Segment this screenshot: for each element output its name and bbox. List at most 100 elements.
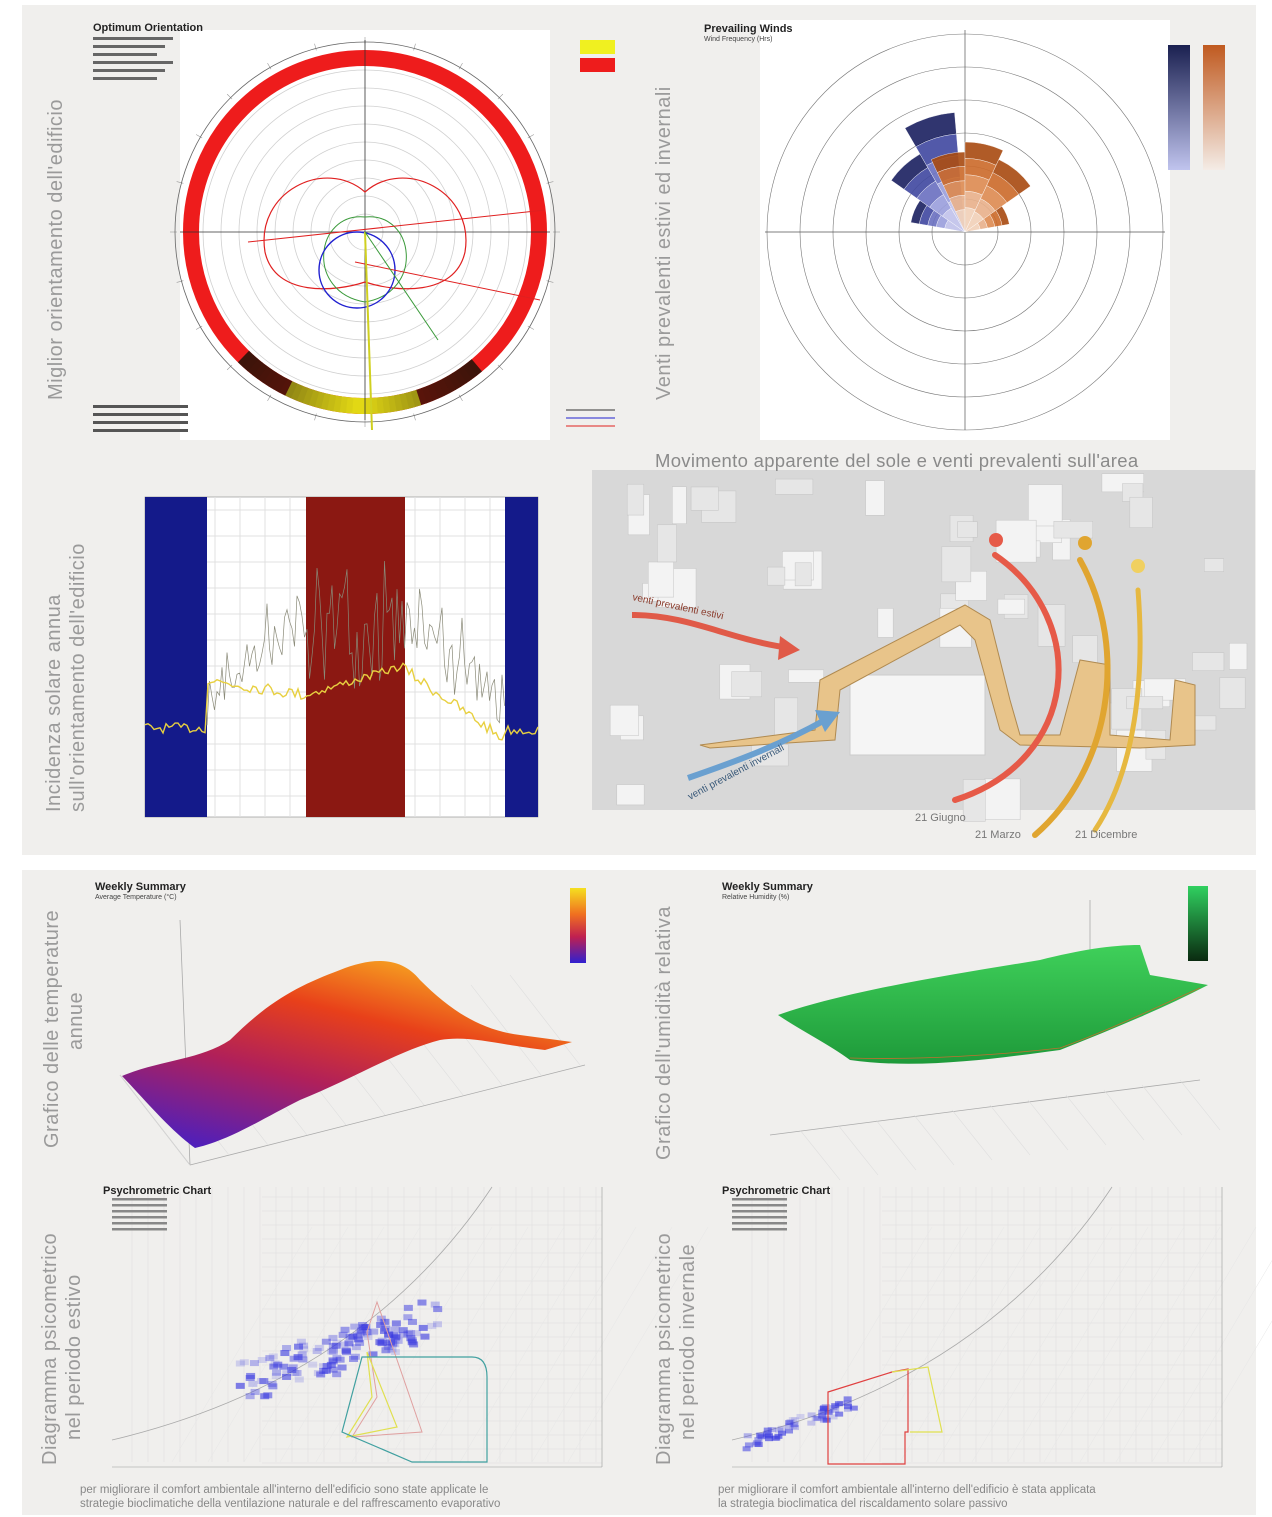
building: [1220, 678, 1245, 709]
orientation-band-segment: [418, 396, 425, 398]
building: [942, 547, 971, 582]
orientation-band-segment: [288, 388, 294, 391]
orientation-band-segment: [243, 357, 248, 362]
data-cell: [844, 1396, 852, 1401]
orientation-band-segment: [462, 373, 468, 377]
data-cell: [754, 1437, 762, 1442]
orientation-band-segment: [456, 376, 462, 380]
poster: Miglior orientamento dell'edificio Optim…: [0, 0, 1272, 1517]
data-cell: [289, 1364, 298, 1370]
orientation-band-segment: [322, 401, 329, 403]
orientation-band-segment: [299, 393, 306, 396]
data-cell: [341, 1327, 350, 1333]
info-text-line: [732, 1198, 787, 1201]
info-text-line: [112, 1210, 167, 1213]
building: [657, 525, 676, 562]
info-text-line: [112, 1222, 167, 1225]
data-cell: [329, 1349, 338, 1355]
legend-swatch: [580, 58, 615, 72]
legend-swatch: [580, 40, 615, 54]
data-cell: [844, 1401, 852, 1406]
data-cell: [757, 1432, 765, 1437]
orientation-band-segment: [293, 391, 299, 394]
side-label: nel periodo invernale: [677, 1244, 699, 1440]
data-cell: [273, 1362, 282, 1368]
orientation-band-segment: [388, 403, 395, 404]
orientation-band-segment: [406, 399, 413, 401]
data-cell: [433, 1306, 442, 1312]
data-cell: [419, 1325, 428, 1331]
data-cell: [392, 1320, 401, 1326]
building: [878, 608, 893, 637]
data-cell: [332, 1343, 341, 1349]
info-text-line: [93, 61, 173, 64]
data-cell: [790, 1422, 798, 1427]
data-cell: [236, 1383, 245, 1389]
data-cell: [322, 1339, 331, 1345]
building: [775, 698, 798, 736]
info-text-line: [112, 1204, 167, 1207]
data-cell: [409, 1341, 418, 1347]
info-text-line: [93, 413, 188, 416]
building: [1028, 485, 1062, 526]
date-label: 21 Dicembre: [1075, 829, 1137, 841]
info-text-line: [93, 405, 188, 408]
building: [617, 785, 644, 805]
data-cell: [355, 1340, 364, 1346]
caption: la strategia bioclimatica del riscaldame…: [718, 1498, 1008, 1510]
side-label: annue: [65, 992, 87, 1050]
info-text-line: [93, 77, 157, 80]
chart-subtitle: Wind Frequency (Hrs): [704, 36, 772, 43]
orientation-band-segment: [277, 382, 283, 385]
data-cell: [290, 1356, 299, 1362]
data-cell: [403, 1331, 412, 1337]
orientation-band-segment: [340, 404, 347, 405]
side-label: Incidenza solare annua: [43, 594, 65, 812]
data-cell: [420, 1334, 429, 1340]
side-label: Diagramma psicometrico: [39, 1233, 61, 1465]
building: [767, 567, 784, 585]
data-cell: [744, 1433, 752, 1438]
data-cell: [293, 1370, 302, 1376]
data-cell: [240, 1359, 249, 1365]
data-cell: [263, 1392, 272, 1398]
caption: per migliorare il comfort ambientale all…: [80, 1484, 488, 1496]
building: [672, 487, 686, 524]
data-cell: [850, 1406, 858, 1411]
chart-title: Weekly Summary: [95, 881, 187, 893]
orientation-band-segment: [446, 383, 452, 386]
orientation-band-segment: [382, 404, 389, 405]
data-cell: [341, 1348, 350, 1354]
winter-band: [505, 497, 538, 817]
date-label: 21 Giugno: [915, 812, 966, 824]
building: [850, 675, 985, 755]
info-text-line: [112, 1228, 167, 1231]
data-cell: [308, 1362, 317, 1368]
orientation-band-segment: [272, 379, 278, 383]
orientation-band-segment: [394, 402, 401, 403]
orientation-band-segment: [451, 380, 457, 384]
side-label: Grafico delle temperature: [41, 910, 63, 1148]
data-cell: [295, 1376, 304, 1382]
orientation-band-segment: [305, 395, 312, 397]
data-cell: [282, 1370, 291, 1376]
info-text-line: [93, 429, 188, 432]
data-cell: [319, 1363, 328, 1369]
data-cell: [417, 1300, 426, 1306]
sun: [989, 533, 1003, 547]
data-cell: [427, 1323, 436, 1329]
orientation-band-segment: [328, 402, 335, 403]
orientation-band-segment: [267, 376, 273, 380]
page: {"poster": { "orientation": {"side_label…: [0, 0, 1272, 1517]
data-cell: [778, 1431, 786, 1436]
orientation-band-segment: [248, 361, 253, 366]
orientation-band-segment: [262, 372, 268, 376]
chart-subtitle: Relative Humidity (%): [722, 894, 789, 901]
orientation-band-segment: [316, 399, 323, 401]
building: [1127, 697, 1163, 709]
chart-title: Psychrometric Chart: [722, 1185, 831, 1197]
data-cell: [248, 1381, 257, 1387]
data-cell: [258, 1357, 267, 1363]
building: [866, 481, 885, 516]
data-cell: [299, 1343, 308, 1349]
